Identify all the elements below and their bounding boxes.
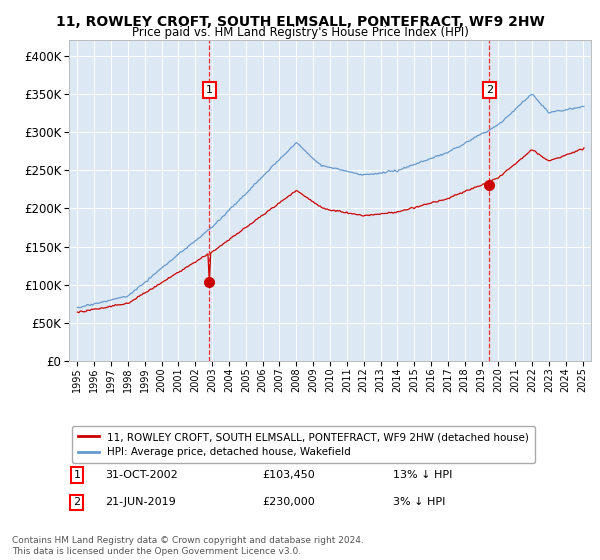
- Text: 11, ROWLEY CROFT, SOUTH ELMSALL, PONTEFRACT, WF9 2HW: 11, ROWLEY CROFT, SOUTH ELMSALL, PONTEFR…: [56, 15, 544, 29]
- Legend: 11, ROWLEY CROFT, SOUTH ELMSALL, PONTEFRACT, WF9 2HW (detached house), HPI: Aver: 11, ROWLEY CROFT, SOUTH ELMSALL, PONTEFR…: [71, 426, 535, 464]
- Text: £230,000: £230,000: [262, 497, 315, 507]
- Text: 31-OCT-2002: 31-OCT-2002: [106, 470, 178, 480]
- Text: 3% ↓ HPI: 3% ↓ HPI: [392, 497, 445, 507]
- Text: 2: 2: [486, 85, 493, 95]
- Text: Price paid vs. HM Land Registry's House Price Index (HPI): Price paid vs. HM Land Registry's House …: [131, 26, 469, 39]
- Text: 2: 2: [73, 497, 80, 507]
- Text: 1: 1: [73, 470, 80, 480]
- Text: Contains HM Land Registry data © Crown copyright and database right 2024.
This d: Contains HM Land Registry data © Crown c…: [12, 536, 364, 556]
- Text: £103,450: £103,450: [262, 470, 315, 480]
- Text: 21-JUN-2019: 21-JUN-2019: [106, 497, 176, 507]
- Text: 1: 1: [206, 85, 213, 95]
- Text: 13% ↓ HPI: 13% ↓ HPI: [392, 470, 452, 480]
